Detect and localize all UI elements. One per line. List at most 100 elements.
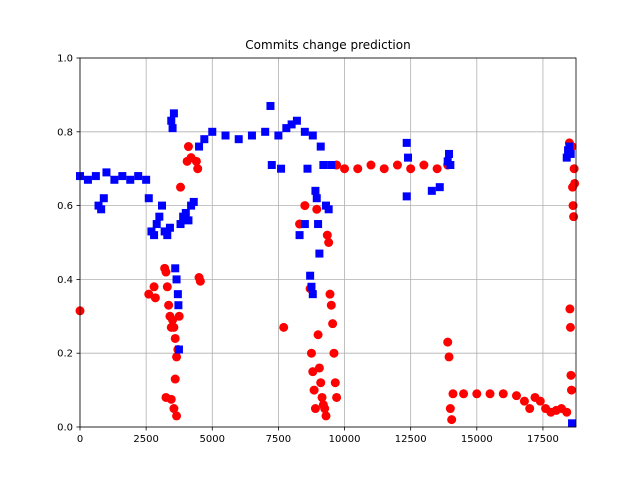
data-point-circle-series-0 [328, 319, 338, 329]
data-point-square-series-1 [319, 161, 328, 170]
y-axis: 0.0 0.2 0.4 0.6 0.8 1.0 [57, 54, 80, 434]
data-point-circle-series-0 [325, 289, 335, 299]
data-point-square-series-1 [315, 249, 324, 258]
data-point-circle-series-0 [306, 348, 316, 358]
data-point-square-series-1 [110, 175, 119, 184]
data-point-circle-series-0 [569, 164, 579, 174]
data-point-circle-series-0 [432, 164, 442, 174]
data-point-circle-series-0 [447, 415, 457, 425]
data-point-circle-series-0 [419, 160, 429, 170]
data-point-circle-series-0 [168, 315, 178, 325]
data-point-square-series-1 [282, 124, 291, 133]
data-point-square-series-1 [295, 231, 304, 240]
data-point-circle-series-0 [332, 392, 342, 402]
data-point-square-series-1 [91, 172, 100, 181]
data-point-square-series-1 [168, 124, 177, 133]
data-point-square-series-1 [176, 220, 185, 229]
data-point-square-series-1 [287, 120, 296, 129]
data-point-square-series-1 [158, 201, 167, 210]
data-point-square-series-1 [266, 101, 275, 110]
y-tick-label: 1.0 [57, 54, 73, 65]
data-point-square-series-1 [118, 172, 127, 181]
x-tick-label: 2500 [133, 434, 158, 445]
data-point-square-series-1 [435, 183, 444, 192]
data-point-square-series-1 [292, 116, 301, 125]
x-tick-label: 5000 [200, 434, 225, 445]
plot-frame [79, 57, 577, 428]
y-tick-label: 0.8 [57, 127, 73, 138]
data-point-circle-series-0 [166, 394, 176, 404]
data-point-square-series-1 [274, 131, 283, 140]
data-point-circle-series-0 [472, 389, 482, 399]
data-point-square-series-1 [306, 271, 315, 280]
data-point-square-series-1 [308, 290, 317, 299]
data-point-square-series-1 [314, 220, 323, 229]
data-point-circle-series-0 [448, 389, 458, 399]
data-point-square-series-1 [316, 142, 325, 151]
data-point-square-series-1 [267, 161, 276, 170]
data-point-circle-series-0 [144, 289, 154, 299]
data-point-circle-series-0 [485, 389, 495, 399]
data-point-circle-series-0 [183, 142, 193, 152]
data-point-circle-series-0 [329, 348, 339, 358]
data-point-square-series-1 [200, 135, 209, 144]
data-point-square-series-1 [195, 142, 204, 151]
data-point-circle-series-0 [525, 404, 535, 414]
data-point-square-series-1 [300, 220, 309, 229]
data-point-square-series-1 [402, 138, 411, 147]
x-tick-label: 10000 [329, 434, 361, 445]
data-point-circle-series-0 [326, 300, 336, 310]
data-point-circle-series-0 [161, 267, 171, 277]
data-point-circle-series-0 [322, 230, 332, 240]
data-point-square-series-1 [184, 216, 193, 225]
data-point-circle-series-0 [310, 404, 320, 414]
data-point-square-series-1 [173, 290, 182, 299]
data-point-circle-series-0 [321, 411, 331, 421]
data-point-circle-series-0 [519, 396, 529, 406]
data-point-square-series-1 [311, 186, 320, 195]
data-point-square-series-1 [83, 175, 92, 184]
data-point-square-series-1 [261, 127, 270, 136]
data-point-square-series-1 [174, 345, 183, 354]
data-point-circle-series-0 [164, 300, 174, 310]
data-point-circle-series-0 [172, 411, 182, 421]
data-point-circle-series-0 [316, 378, 326, 388]
data-point-square-series-1 [404, 153, 413, 162]
data-point-square-series-1 [152, 220, 161, 229]
data-point-square-series-1 [308, 131, 317, 140]
x-axis: 0 2500 5000 7500 10000 12500 15000 17500 [77, 427, 559, 445]
data-point-circle-series-0 [353, 164, 363, 174]
data-point-circle-series-0 [567, 385, 577, 395]
data-point-square-series-1 [172, 275, 181, 284]
data-point-circle-series-0 [174, 311, 184, 321]
data-point-square-series-1 [312, 194, 321, 203]
data-point-square-series-1 [144, 194, 153, 203]
x-tick-label: 12500 [395, 434, 427, 445]
data-point-circle-series-0 [149, 282, 159, 292]
data-point-square-series-1 [163, 231, 172, 240]
data-point-square-series-1 [300, 127, 309, 136]
data-point-square-series-1 [189, 197, 198, 206]
data-point-square-series-1 [150, 231, 159, 240]
data-point-circle-series-0 [566, 370, 576, 380]
data-point-circle-series-0 [193, 164, 203, 174]
data-point-circle-series-0 [568, 201, 578, 211]
data-point-square-series-1 [171, 264, 180, 273]
x-tick-label: 0 [77, 434, 83, 445]
data-point-circle-series-0 [279, 322, 289, 332]
data-point-circle-series-0 [309, 385, 319, 395]
data-point-circle-series-0 [300, 201, 310, 211]
data-point-circle-series-0 [317, 392, 327, 402]
data-point-square-series-1 [427, 186, 436, 195]
y-tick-label: 0.2 [57, 349, 73, 360]
data-point-square-series-1 [102, 168, 111, 177]
chart-title: Commits change prediction [245, 38, 410, 52]
data-points [75, 101, 580, 428]
data-point-circle-series-0 [308, 367, 318, 377]
data-point-circle-series-0 [366, 160, 376, 170]
data-point-circle-series-0 [313, 330, 323, 340]
data-point-square-series-1 [155, 212, 164, 221]
data-point-square-series-1 [234, 135, 243, 144]
data-point-square-series-1 [565, 142, 574, 151]
